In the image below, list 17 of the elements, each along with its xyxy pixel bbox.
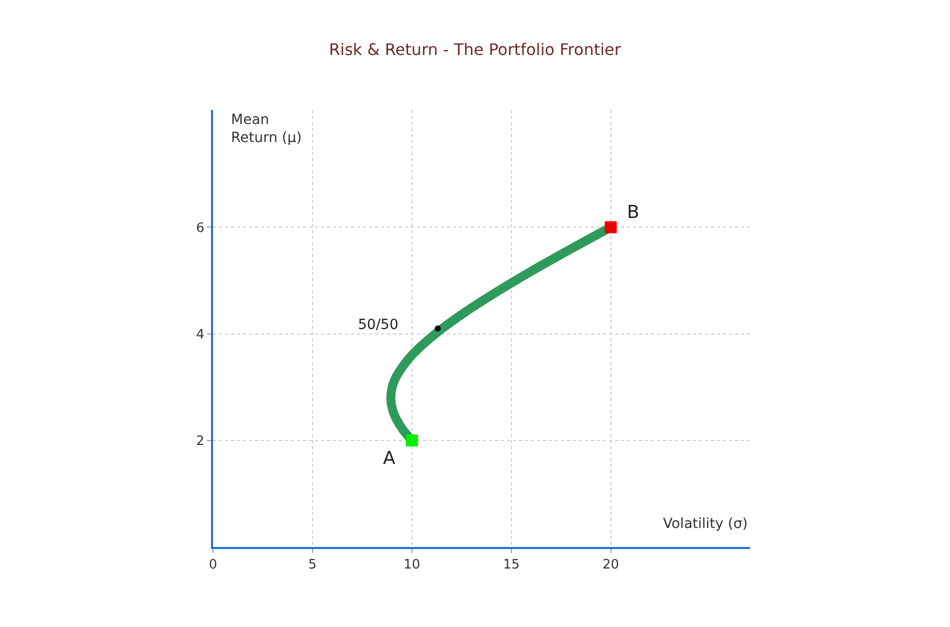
point xyxy=(604,221,617,234)
annotation: A xyxy=(383,448,396,469)
point xyxy=(434,326,441,332)
x-tick-label: 0 xyxy=(208,558,218,573)
point xyxy=(406,434,418,446)
x-tick-label: 10 xyxy=(404,558,420,573)
y-tick-label: 4 xyxy=(196,327,204,342)
x-tick-label: 15 xyxy=(503,558,520,573)
x-axis-title: Volatility (σ) xyxy=(663,516,748,532)
annotation: B xyxy=(627,202,640,223)
y-tick-label: 6 xyxy=(196,220,204,236)
y-axis-title: Mean Return (μ) xyxy=(231,112,302,146)
x-tick-label: 20 xyxy=(602,558,620,573)
annotation: 50/50 xyxy=(358,317,398,333)
chart-title: Risk & Return - The Portfolio Frontier xyxy=(329,40,622,60)
x-tick-label: 5 xyxy=(308,558,317,573)
y-tick-label: 2 xyxy=(196,434,204,449)
